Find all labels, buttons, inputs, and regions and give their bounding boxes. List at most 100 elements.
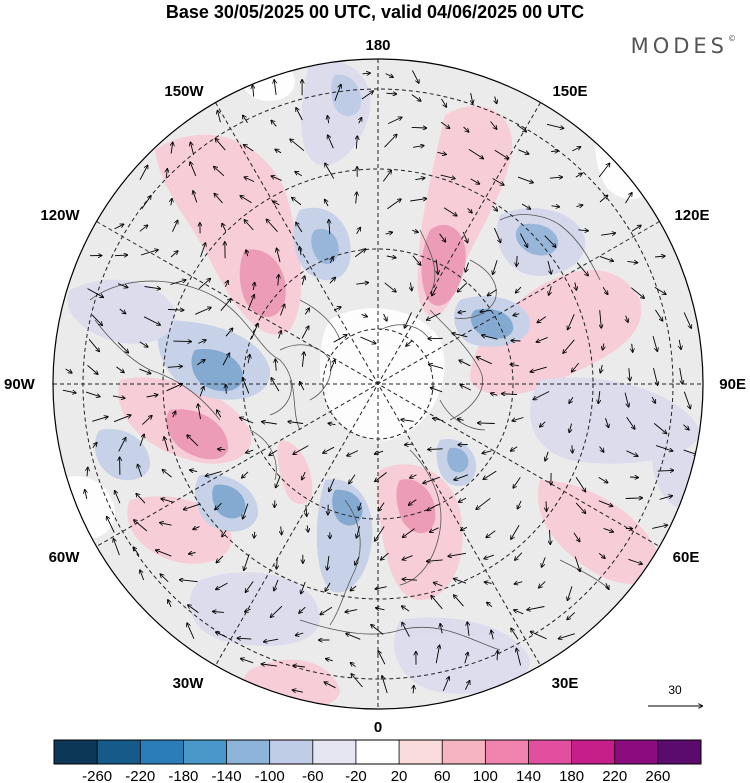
wind-vector [114, 255, 127, 256]
wind-vector [435, 646, 439, 664]
wind-vector [511, 629, 519, 640]
wind-vector [411, 94, 421, 101]
wind-vector [190, 162, 197, 177]
wind-vector [113, 415, 131, 423]
map-disc [53, 59, 703, 709]
wind-vector [626, 416, 635, 429]
wind-vector [320, 606, 333, 614]
wind-vector [493, 260, 498, 274]
wind-vector [371, 625, 384, 635]
wind-vector [511, 524, 520, 539]
wind-vector [626, 315, 628, 322]
wind-vector [551, 206, 560, 207]
wind-vector [600, 364, 602, 373]
wind-vector [222, 353, 229, 366]
wind-vector [625, 193, 632, 204]
wind-vector [87, 364, 98, 374]
wind-vector [351, 674, 363, 688]
wind-vector [463, 126, 469, 132]
wind-vector [246, 581, 254, 592]
wind-vector [279, 331, 282, 339]
wind-vector [484, 554, 495, 559]
wind-vector [187, 435, 199, 447]
wind-vector [307, 525, 308, 532]
wind-vector [480, 310, 491, 311]
wind-vector [140, 250, 158, 256]
colorbar-tick-label: 180 [559, 768, 584, 783]
colorbar-tick-label: 260 [645, 768, 670, 783]
wind-vector [598, 477, 608, 482]
wind-vector [218, 111, 221, 123]
wind-vector [277, 557, 278, 569]
wind-vector [164, 437, 169, 452]
wind-vector [378, 651, 386, 665]
wind-vector [114, 224, 124, 230]
colorbar-tick-label: -140 [212, 768, 242, 783]
wind-vector [170, 251, 178, 258]
wind-vector [217, 410, 222, 418]
wind-vector [568, 586, 573, 600]
wind-vector [198, 279, 210, 290]
wind-vector [240, 196, 252, 204]
wind-vector [357, 526, 361, 538]
wind-vector [405, 444, 413, 445]
wind-vector [459, 497, 467, 502]
wind-vector [296, 108, 303, 121]
wind-vector [572, 147, 580, 152]
wind-vector [574, 556, 580, 572]
wind-vector [195, 308, 211, 315]
wind-vector [655, 309, 662, 321]
lon-label-0: 0 [374, 719, 382, 736]
wind-vector [567, 612, 576, 619]
wind-vector [467, 622, 469, 636]
wind-vector [683, 424, 689, 430]
wind-vector [139, 166, 148, 181]
wind-vector [405, 312, 412, 327]
wind-vector [439, 233, 446, 242]
wind-vector [511, 341, 521, 342]
wind-vector [520, 233, 527, 247]
wind-vector [406, 340, 413, 346]
wind-vector [411, 127, 427, 128]
wind-vector [216, 632, 228, 638]
reference-vector-value: 30 [668, 683, 682, 697]
wind-vector [531, 366, 547, 372]
wind-vector [274, 579, 279, 591]
wind-vector [402, 623, 410, 637]
wind-vector [517, 255, 518, 266]
wind-vector [247, 295, 254, 311]
wind-vector [275, 150, 282, 153]
wind-vector [487, 603, 493, 608]
wind-vector [464, 653, 468, 664]
wind-vector [191, 143, 195, 155]
wind-vector [387, 117, 402, 125]
colorbar-tick-label: -220 [125, 768, 155, 783]
wind-vector [197, 360, 204, 366]
wind-vector [513, 314, 520, 316]
wind-vector [549, 177, 562, 178]
wind-vector [428, 504, 438, 511]
wind-vector [563, 339, 575, 353]
wind-vector [241, 659, 254, 664]
wind-vector [468, 149, 483, 158]
wind-vector [244, 220, 254, 231]
wind-vector [578, 230, 588, 231]
wind-vector [654, 286, 666, 294]
wind-vector [679, 339, 681, 349]
wind-vector [112, 396, 125, 398]
wind-vector [329, 478, 335, 492]
wind-vector [515, 552, 523, 560]
wind-vector [216, 582, 228, 589]
wind-vector [652, 396, 655, 403]
wind-vector [92, 417, 107, 422]
wind-vectors [62, 70, 698, 694]
wind-vector [443, 207, 457, 216]
wind-vector [599, 255, 613, 261]
wind-vector [545, 451, 549, 461]
wind-vector [381, 552, 389, 560]
wind-vector [213, 612, 224, 613]
wind-vector [516, 124, 526, 132]
wind-vector [679, 367, 683, 384]
wind-vector [254, 531, 255, 538]
wind-vector [493, 227, 500, 242]
